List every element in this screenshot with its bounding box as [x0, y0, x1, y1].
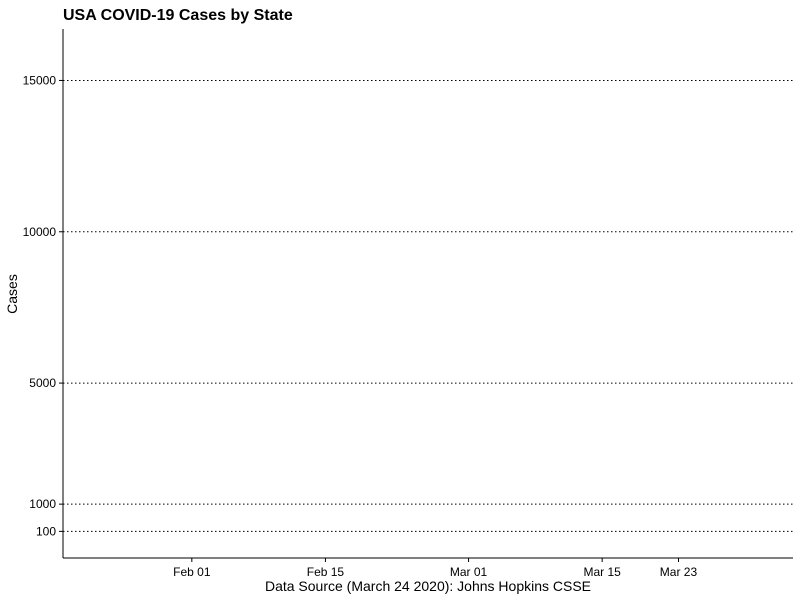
y-tick-label: 10000 [23, 225, 57, 239]
y-tick-label: 5000 [29, 376, 56, 390]
y-axis-ticks: 100 1000 5000 10000 15000 [23, 73, 63, 538]
x-tick-label: Feb 15 [307, 565, 345, 579]
y-axis-label: Cases [4, 274, 20, 314]
y-tick-label: 100 [36, 524, 56, 538]
x-tick-label: Mar 23 [660, 565, 698, 579]
x-tick-label: Feb 01 [173, 565, 211, 579]
x-axis-ticks: Feb 01 Feb 15 Mar 01 Mar 15 Mar 23 [173, 558, 697, 579]
y-tick-label: 1000 [29, 497, 56, 511]
x-tick-label: Mar 01 [450, 565, 488, 579]
x-axis-label: Data Source (March 24 2020): Johns Hopki… [265, 578, 591, 594]
x-tick-label: Mar 15 [583, 565, 621, 579]
chart-title: USA COVID-19 Cases by State [63, 7, 293, 24]
gridlines [63, 79, 793, 532]
y-tick-label: 15000 [23, 73, 57, 87]
